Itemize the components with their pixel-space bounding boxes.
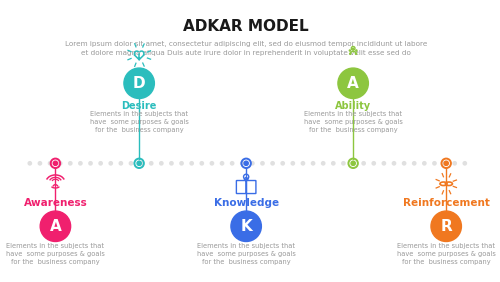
Text: A: A <box>348 76 359 91</box>
Circle shape <box>54 161 58 166</box>
Text: Elements in the subjects that
have  some purposes & goals
for the  business comp: Elements in the subjects that have some … <box>6 243 105 265</box>
Circle shape <box>200 161 204 166</box>
Text: Awareness: Awareness <box>24 198 88 208</box>
Circle shape <box>231 211 262 241</box>
Circle shape <box>341 161 346 166</box>
Circle shape <box>118 161 123 166</box>
Circle shape <box>250 161 254 166</box>
Circle shape <box>431 211 462 241</box>
Circle shape <box>462 161 467 166</box>
Circle shape <box>310 161 316 166</box>
Circle shape <box>351 161 356 166</box>
Circle shape <box>321 161 326 166</box>
Circle shape <box>362 161 366 166</box>
Circle shape <box>352 48 354 49</box>
Circle shape <box>78 161 83 166</box>
Circle shape <box>68 161 72 166</box>
Circle shape <box>290 161 295 166</box>
Circle shape <box>230 161 234 166</box>
Text: Ability: Ability <box>335 101 371 111</box>
Text: Elements in the subjects that
have  some purposes & goals
for the  business comp: Elements in the subjects that have some … <box>90 111 188 133</box>
Circle shape <box>98 161 103 166</box>
Circle shape <box>48 161 52 166</box>
Circle shape <box>331 161 336 166</box>
Text: R: R <box>440 219 452 234</box>
Text: et dolore magna aliqua Duis aute irure dolor in reprehenderit in voluptate velit: et dolore magna aliqua Duis aute irure d… <box>81 50 411 56</box>
Text: Elements in the subjects that
have  some purposes & goals
for the  business comp: Elements in the subjects that have some … <box>304 111 402 133</box>
Text: D: D <box>133 76 145 91</box>
Circle shape <box>422 161 426 166</box>
Circle shape <box>382 161 386 166</box>
Text: ADKAR MODEL: ADKAR MODEL <box>184 19 309 34</box>
Text: Lorem ipsum dolor sit amet, consectetur adipiscing elit, sed do eiusmod tempor i: Lorem ipsum dolor sit amet, consectetur … <box>65 41 428 47</box>
Circle shape <box>350 53 351 54</box>
Circle shape <box>38 161 43 166</box>
Circle shape <box>392 161 396 166</box>
Circle shape <box>124 68 154 98</box>
Circle shape <box>402 161 406 166</box>
Circle shape <box>452 161 457 166</box>
Circle shape <box>169 161 174 166</box>
Circle shape <box>444 161 448 166</box>
Circle shape <box>442 161 447 166</box>
Circle shape <box>240 161 244 166</box>
Circle shape <box>159 161 164 166</box>
Circle shape <box>138 161 143 166</box>
Circle shape <box>179 161 184 166</box>
Circle shape <box>260 161 265 166</box>
Circle shape <box>58 161 62 166</box>
Text: Reinforcement: Reinforcement <box>403 198 490 208</box>
Circle shape <box>351 161 356 166</box>
Circle shape <box>190 161 194 166</box>
Circle shape <box>138 58 140 59</box>
Text: Elements in the subjects that
have  some purposes & goals
for the  business comp: Elements in the subjects that have some … <box>196 243 296 265</box>
Circle shape <box>338 68 368 98</box>
Circle shape <box>149 161 154 166</box>
Circle shape <box>412 161 416 166</box>
Circle shape <box>356 50 357 51</box>
Circle shape <box>244 161 248 166</box>
Circle shape <box>128 161 134 166</box>
Text: Knowledge: Knowledge <box>214 198 278 208</box>
Text: A: A <box>50 219 62 234</box>
Text: Elements in the subjects that
have  some purposes & goals
for the  business comp: Elements in the subjects that have some … <box>397 243 496 265</box>
Circle shape <box>220 161 224 166</box>
Circle shape <box>210 161 214 166</box>
Text: K: K <box>240 219 252 234</box>
Circle shape <box>300 161 306 166</box>
Circle shape <box>270 161 275 166</box>
Circle shape <box>372 161 376 166</box>
Circle shape <box>432 161 437 166</box>
Circle shape <box>88 161 93 166</box>
Circle shape <box>280 161 285 166</box>
Circle shape <box>40 211 70 241</box>
Text: Desire: Desire <box>122 101 157 111</box>
Circle shape <box>108 161 113 166</box>
Circle shape <box>137 161 141 166</box>
Circle shape <box>28 161 32 166</box>
